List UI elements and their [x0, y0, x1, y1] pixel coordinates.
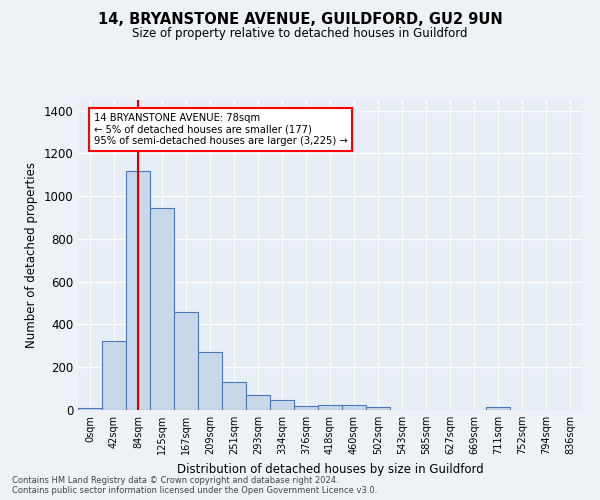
Text: 14 BRYANSTONE AVENUE: 78sqm
← 5% of detached houses are smaller (177)
95% of sem: 14 BRYANSTONE AVENUE: 78sqm ← 5% of deta…	[94, 113, 347, 146]
Text: 14, BRYANSTONE AVENUE, GUILDFORD, GU2 9UN: 14, BRYANSTONE AVENUE, GUILDFORD, GU2 9U…	[98, 12, 502, 28]
Text: Size of property relative to detached houses in Guildford: Size of property relative to detached ho…	[132, 28, 468, 40]
Text: Contains public sector information licensed under the Open Government Licence v3: Contains public sector information licen…	[12, 486, 377, 495]
Bar	[342, 406, 366, 410]
Bar	[126, 170, 150, 410]
X-axis label: Distribution of detached houses by size in Guildford: Distribution of detached houses by size …	[176, 462, 484, 475]
Bar	[270, 400, 294, 410]
Bar	[174, 312, 198, 410]
Bar	[246, 395, 270, 410]
Bar	[198, 352, 222, 410]
Y-axis label: Number of detached properties: Number of detached properties	[25, 162, 38, 348]
Bar	[102, 340, 126, 410]
Text: Contains HM Land Registry data © Crown copyright and database right 2024.: Contains HM Land Registry data © Crown c…	[12, 476, 338, 485]
Bar	[78, 408, 102, 410]
Bar	[318, 406, 342, 410]
Bar	[366, 407, 390, 410]
Bar	[222, 382, 246, 410]
Bar	[150, 208, 174, 410]
Bar	[486, 408, 510, 410]
Bar	[294, 406, 318, 410]
